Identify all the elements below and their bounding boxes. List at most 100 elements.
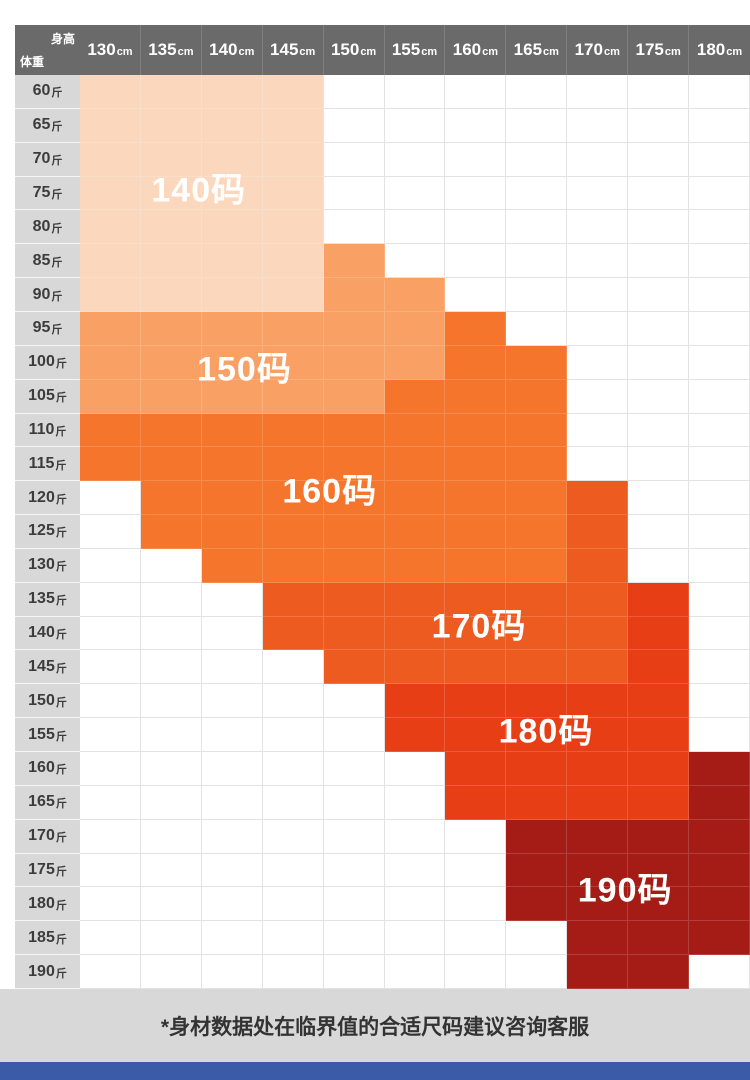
size-cell bbox=[445, 921, 507, 956]
size-cell bbox=[567, 616, 629, 651]
size-cell bbox=[628, 244, 690, 279]
size-cell bbox=[323, 515, 385, 549]
size-cell bbox=[262, 616, 324, 651]
size-cell bbox=[201, 785, 263, 820]
size-cell bbox=[384, 244, 446, 279]
size-cell bbox=[201, 853, 263, 888]
size-cell bbox=[506, 413, 568, 448]
size-cell bbox=[506, 210, 568, 245]
size-cell bbox=[445, 75, 507, 109]
size-cell bbox=[262, 75, 324, 109]
size-cell bbox=[689, 718, 750, 753]
size-cell bbox=[384, 684, 446, 719]
height-header-cell: 130 cm bbox=[80, 25, 141, 75]
size-cell bbox=[689, 548, 750, 583]
size-cell bbox=[445, 752, 507, 786]
size-cell bbox=[506, 244, 568, 279]
size-cell bbox=[628, 210, 690, 245]
size-cell bbox=[628, 278, 690, 312]
size-cell bbox=[506, 345, 568, 380]
size-cell bbox=[628, 752, 690, 786]
height-header-row: 130 cm 135 cm 140 cm 145 cm 150 cm 155 cm 160 cm 165 cm… bbox=[80, 25, 750, 75]
size-cell bbox=[140, 244, 202, 279]
size-grid bbox=[80, 75, 750, 989]
size-cell bbox=[567, 108, 629, 143]
size-cell bbox=[384, 819, 446, 854]
size-cell bbox=[140, 311, 202, 346]
weight-row-label: 165 斤 bbox=[15, 785, 80, 820]
size-cell bbox=[80, 210, 141, 245]
size-cell bbox=[567, 684, 629, 719]
size-cell bbox=[140, 650, 202, 685]
size-cell bbox=[262, 345, 324, 380]
size-cell bbox=[262, 210, 324, 245]
size-cell bbox=[567, 345, 629, 380]
size-cell bbox=[80, 616, 141, 651]
size-cell bbox=[384, 582, 446, 617]
size-cell bbox=[262, 108, 324, 143]
size-cell bbox=[445, 887, 507, 922]
size-cell bbox=[323, 244, 385, 279]
size-cell bbox=[384, 413, 446, 448]
size-cell bbox=[323, 75, 385, 109]
size-cell bbox=[689, 650, 750, 685]
size-cell bbox=[80, 582, 141, 617]
size-cell bbox=[140, 819, 202, 854]
size-cell bbox=[262, 176, 324, 211]
size-cell bbox=[567, 210, 629, 245]
height-header-cell: 140 cm bbox=[201, 25, 263, 75]
size-cell bbox=[262, 413, 324, 448]
size-cell bbox=[445, 515, 507, 549]
size-cell bbox=[262, 379, 324, 414]
size-cell bbox=[80, 311, 141, 346]
size-cell bbox=[262, 142, 324, 177]
size-cell bbox=[506, 108, 568, 143]
size-cell bbox=[689, 684, 750, 719]
size-cell bbox=[689, 582, 750, 617]
size-cell bbox=[201, 650, 263, 685]
size-cell bbox=[140, 684, 202, 719]
size-cell bbox=[323, 582, 385, 617]
height-header-cell: 170 cm bbox=[567, 25, 629, 75]
size-cell bbox=[506, 819, 568, 854]
size-cell bbox=[80, 176, 141, 211]
size-cell bbox=[323, 819, 385, 854]
size-cell bbox=[323, 684, 385, 719]
size-cell bbox=[506, 75, 568, 109]
size-cell bbox=[567, 955, 629, 989]
size-cell bbox=[689, 921, 750, 956]
size-cell bbox=[506, 515, 568, 549]
size-cell bbox=[384, 379, 446, 414]
size-cell bbox=[201, 819, 263, 854]
size-cell bbox=[506, 616, 568, 651]
size-cell bbox=[262, 582, 324, 617]
size-cell bbox=[445, 481, 507, 516]
weight-row-label: 150 斤 bbox=[15, 684, 80, 719]
size-cell bbox=[628, 684, 690, 719]
size-cell bbox=[628, 650, 690, 685]
size-cell bbox=[140, 752, 202, 786]
size-cell bbox=[628, 853, 690, 888]
size-cell bbox=[80, 548, 141, 583]
size-cell bbox=[445, 785, 507, 820]
size-cell bbox=[80, 413, 141, 448]
size-cell bbox=[689, 75, 750, 109]
size-cell bbox=[140, 887, 202, 922]
size-cell bbox=[628, 176, 690, 211]
size-cell bbox=[80, 955, 141, 989]
weight-row-label: 110 斤 bbox=[15, 413, 80, 448]
weight-row-label: 170 斤 bbox=[15, 819, 80, 854]
size-cell bbox=[628, 819, 690, 854]
size-cell bbox=[628, 515, 690, 549]
height-header-cell: 155 cm bbox=[384, 25, 446, 75]
size-cell bbox=[689, 142, 750, 177]
size-cell bbox=[201, 345, 263, 380]
size-cell bbox=[262, 650, 324, 685]
size-cell bbox=[262, 278, 324, 312]
size-cell bbox=[323, 413, 385, 448]
size-cell bbox=[140, 515, 202, 549]
weight-row-label: 100 斤 bbox=[15, 345, 80, 380]
weight-row-label: 140 斤 bbox=[15, 616, 80, 651]
weight-row-label: 80 斤 bbox=[15, 210, 80, 245]
size-cell bbox=[689, 853, 750, 888]
